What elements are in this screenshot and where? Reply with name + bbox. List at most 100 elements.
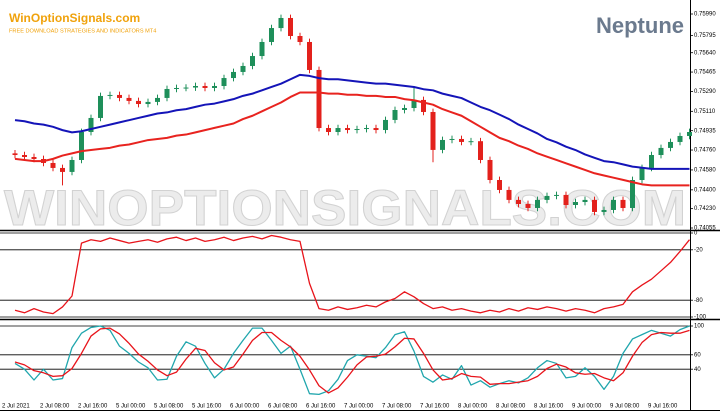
x-tick-label: 9 Jul 08:00: [610, 404, 640, 410]
candle-body: [107, 94, 113, 96]
candle-body: [240, 65, 246, 72]
y-tick-label: 0.74230: [694, 206, 716, 212]
candle-body: [307, 41, 312, 70]
candle-body: [212, 85, 217, 88]
candle-body: [98, 95, 103, 118]
y-tick-label: -100: [694, 315, 707, 321]
candle-body: [136, 100, 141, 105]
candle-body: [88, 117, 94, 133]
x-tick-label: 6 Jul 00:00: [230, 404, 260, 410]
candle-body: [639, 167, 645, 181]
site-name: WinOptionSignals.com: [9, 11, 140, 25]
candle-body: [411, 99, 417, 109]
candle-body: [250, 56, 255, 66]
candle-body: [259, 41, 265, 57]
candle-body: [288, 17, 293, 37]
candle-body: [487, 159, 493, 181]
candle-body: [468, 141, 474, 143]
x-tick-label: 8 Jul 16:00: [534, 404, 564, 410]
candle-body: [354, 129, 360, 131]
x-tick-label: 8 Jul 08:00: [496, 404, 526, 410]
x-tick-label: 5 Jul 00:00: [116, 404, 146, 410]
candle-body: [658, 147, 664, 156]
candle-body: [12, 153, 18, 156]
candle-body: [421, 99, 426, 112]
candle-body: [402, 108, 407, 110]
x-tick-label: 2 Jul 16:00: [78, 404, 108, 410]
candle-body: [525, 204, 531, 208]
candle-body: [459, 138, 464, 142]
candle-body: [22, 155, 27, 157]
candle-body: [592, 199, 597, 212]
y-tick-label: 0.75795: [694, 33, 716, 39]
candle-body: [582, 199, 588, 203]
y-tick-label: 0.75990: [694, 12, 716, 18]
y-tick-label: 0: [694, 231, 698, 237]
candle-body: [601, 209, 607, 212]
candle-body: [183, 87, 189, 89]
candle-body: [174, 87, 179, 89]
candle-body: [383, 119, 388, 131]
candle-body: [69, 159, 75, 172]
y-tick-label: -20: [694, 247, 703, 253]
y-tick-label: -80: [694, 298, 703, 304]
candle-body: [611, 199, 616, 210]
x-tick-label: 7 Jul 00:00: [344, 404, 374, 410]
candle-body: [677, 135, 683, 142]
candle-body: [145, 101, 151, 105]
x-tick-label: 5 Jul 08:00: [154, 404, 184, 410]
indicator-line: [14, 325, 690, 396]
candle-body: [430, 111, 436, 150]
candle-body: [620, 199, 626, 208]
candle-body: [164, 88, 170, 98]
moving-average: [14, 91, 690, 187]
x-tick-label: 6 Jul 08:00: [268, 404, 298, 410]
indicator-line: [14, 327, 690, 394]
candle-body: [316, 69, 322, 129]
y-tick-label: 0.74400: [694, 187, 716, 193]
indicator-line: [14, 234, 691, 315]
candle-body: [392, 109, 398, 120]
candle-body: [687, 132, 692, 136]
y-tick-label: 60: [694, 352, 701, 358]
y-tick-label: 0.75290: [694, 89, 716, 95]
chart-title: Neptune: [596, 13, 684, 38]
candle-body: [326, 128, 331, 133]
candle-body: [497, 180, 502, 190]
y-tick-label: 0.74935: [694, 128, 716, 134]
x-tick-label: 5 Jul 16:00: [192, 404, 222, 410]
x-tick-label: 2 Jul 08:00: [40, 404, 70, 410]
candle-body: [202, 85, 208, 88]
candle-body: [440, 139, 445, 150]
candle-body: [668, 141, 673, 148]
candle-body: [535, 199, 540, 208]
x-tick-label: 6 Jul 16:00: [306, 404, 336, 410]
candle-body: [31, 156, 37, 159]
x-tick-label: 9 Jul 00:00: [572, 404, 602, 410]
x-tick-label: 8 Jul 00:00: [458, 404, 488, 410]
y-tick-label: 0.74055: [694, 226, 716, 232]
candle-body: [506, 189, 512, 200]
candle-body: [278, 17, 284, 29]
x-tick-label: 2 Jul 2021: [2, 404, 30, 410]
candle-body: [60, 167, 65, 172]
candle-body: [563, 194, 569, 205]
candle-body: [155, 97, 160, 102]
candle-body: [345, 128, 350, 131]
candle-body: [231, 71, 236, 79]
candle-body: [516, 199, 521, 205]
candle-body: [373, 128, 379, 131]
y-tick-label: 100: [694, 324, 705, 330]
tagline: FREE DOWNLOAD STRATEGIES AND INDICATORS …: [9, 28, 156, 34]
candle-body: [335, 128, 341, 133]
candle-body: [544, 195, 550, 200]
candle-body: [221, 78, 227, 86]
candle-body: [449, 138, 455, 140]
candle-body: [630, 180, 635, 208]
x-tick-label: 9 Jul 16:00: [648, 404, 678, 410]
x-tick-label: 7 Jul 16:00: [420, 404, 450, 410]
y-tick-label: 0.74760: [694, 148, 716, 154]
